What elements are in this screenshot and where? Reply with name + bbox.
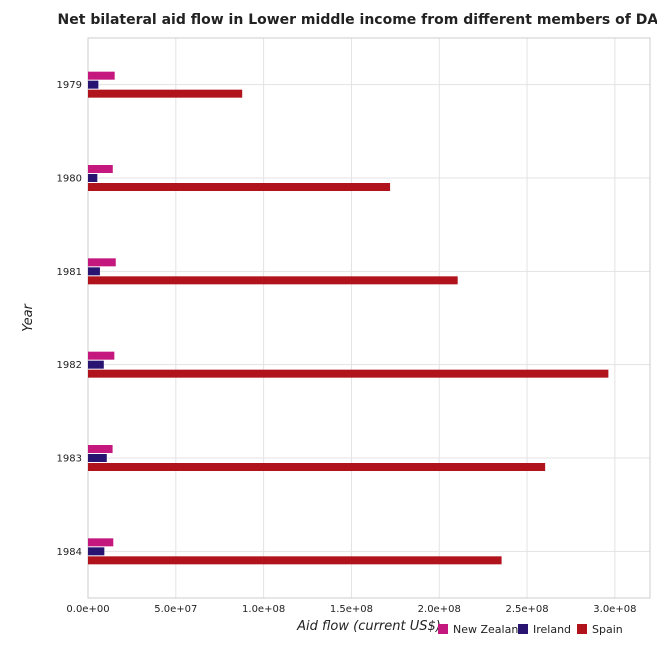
bar-new-zealand-1981 — [88, 258, 116, 267]
bar-new-zealand-1984 — [88, 538, 114, 547]
y-tick-label: 1983 — [57, 454, 82, 465]
legend-swatch-new-zealand — [438, 624, 448, 634]
y-tick-label: 1980 — [57, 174, 82, 185]
x-tick-label: 2.0e+08 — [418, 604, 461, 615]
x-tick-label: 1.5e+08 — [330, 604, 373, 615]
bar-ireland-1982 — [88, 360, 104, 369]
x-tick-label: 1.0e+08 — [242, 604, 285, 615]
x-axis-label: Aid flow (current US$) — [296, 619, 441, 634]
legend-label: Ireland — [533, 623, 571, 636]
bar-ireland-1983 — [88, 454, 107, 462]
legend: New Zealand Ireland Spain — [438, 623, 623, 636]
grid-lines — [87, 38, 650, 598]
x-tick-label: 3.0e+08 — [593, 604, 636, 615]
bar-ireland-1980 — [88, 174, 98, 182]
y-tick-label: 1981 — [57, 267, 82, 278]
y-tick-label: 1984 — [57, 547, 82, 558]
legend-swatch-ireland — [518, 624, 528, 634]
bar-new-zealand-1980 — [88, 165, 113, 173]
x-tick-labels: 0.0e+00 5.0e+07 1.0e+08 1.5e+08 2.0e+08 2.5e+… — [66, 604, 636, 615]
y-axis-label: Year — [21, 302, 36, 331]
legend-label: New Zealand — [453, 623, 525, 636]
legend-label: Spain — [592, 623, 623, 636]
bars — [88, 71, 609, 565]
y-tick-labels: 1979 1980 1981 1982 1983 1984 — [57, 80, 82, 558]
bar-spain-1982 — [88, 369, 609, 378]
bar-spain-1981 — [88, 276, 458, 285]
x-tick-label: 2.5e+08 — [505, 604, 548, 615]
bar-new-zealand-1982 — [88, 351, 115, 360]
bar-ireland-1981 — [88, 267, 100, 276]
bar-spain-1979 — [88, 89, 243, 98]
y-tick-label: 1979 — [57, 80, 82, 91]
x-tick-label: 0.0e+00 — [66, 604, 109, 615]
bar-ireland-1979 — [88, 80, 99, 89]
chart-title: Net bilateral aid flow in Lower middle i… — [58, 12, 657, 28]
bar-spain-1980 — [88, 183, 391, 191]
legend-swatch-spain — [577, 624, 587, 634]
bar-ireland-1984 — [88, 547, 105, 556]
x-tick-label: 5.0e+07 — [154, 604, 197, 615]
bar-spain-1983 — [88, 463, 546, 471]
bar-spain-1984 — [88, 556, 502, 565]
bar-new-zealand-1979 — [88, 71, 115, 80]
bar-new-zealand-1983 — [88, 445, 113, 453]
y-tick-label: 1982 — [57, 360, 82, 371]
plot-frame — [87, 37, 651, 599]
